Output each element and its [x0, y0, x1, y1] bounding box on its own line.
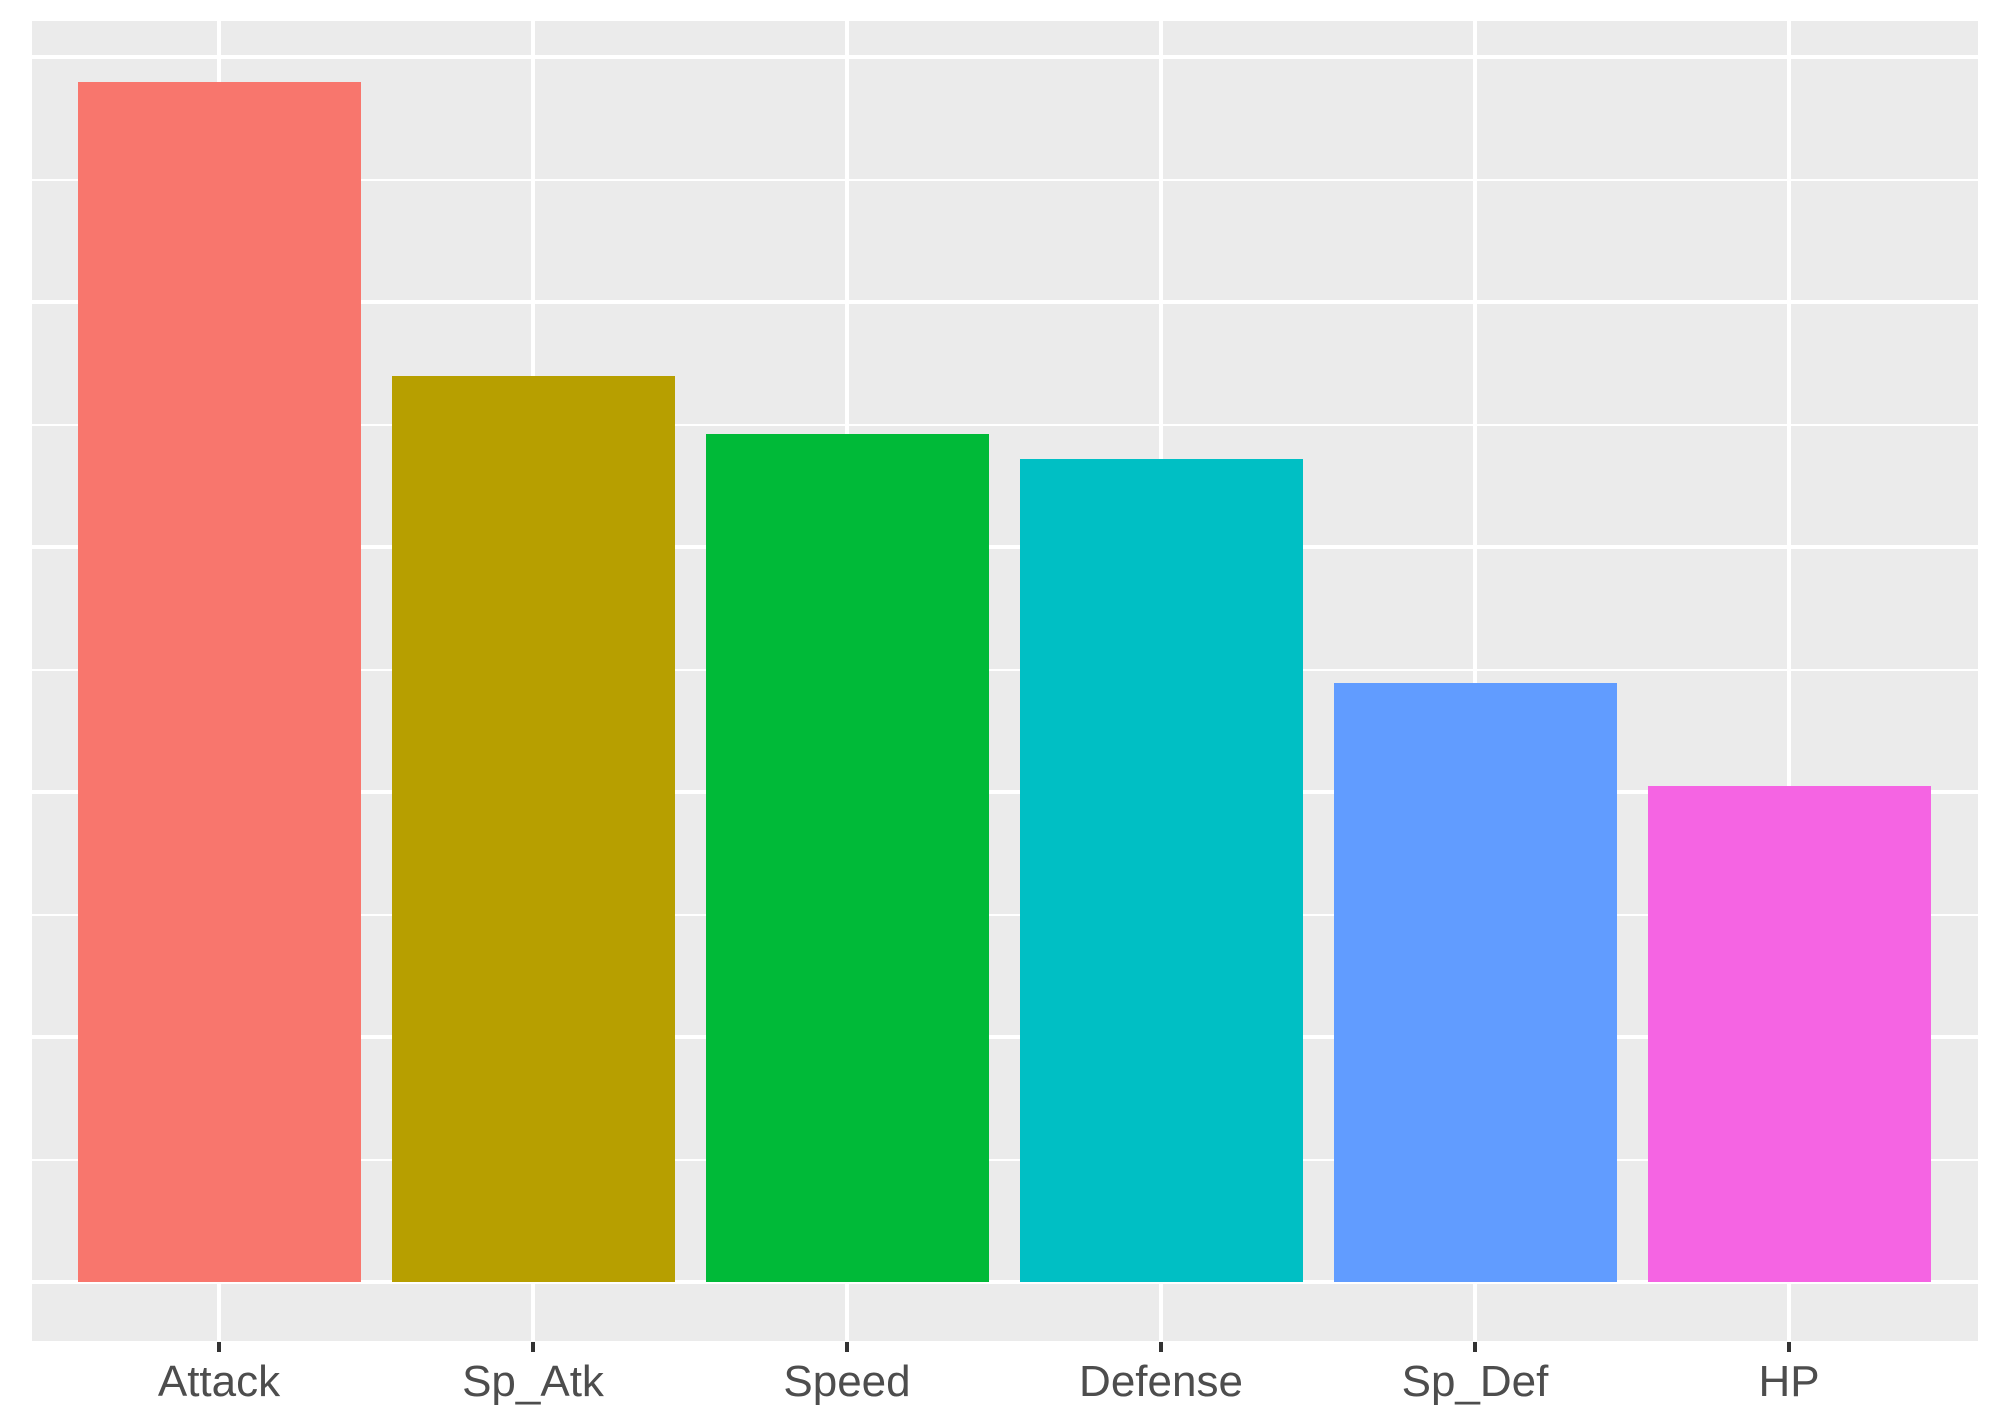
x-tick: [845, 1342, 849, 1352]
x-tick: [1159, 1342, 1163, 1352]
bar-defense: [1019, 458, 1303, 1282]
x-tick-label: Sp_Atk: [462, 1357, 604, 1406]
bar-sp-atk: [391, 375, 675, 1282]
x-tick: [217, 1342, 221, 1352]
bar-hp: [1647, 785, 1931, 1282]
minor-gridline: [32, 178, 1978, 181]
minor-gridline: [32, 423, 1978, 426]
major-gridline: [32, 1035, 1978, 1039]
x-tick: [1473, 1342, 1477, 1352]
x-tick-label: Sp_Def: [1401, 1357, 1549, 1406]
major-gridline: [32, 545, 1978, 549]
x-tick-label: Defense: [1079, 1357, 1243, 1406]
vertical-gridline: [1473, 21, 1477, 1341]
bar-attack: [77, 81, 361, 1282]
bar-sp-def: [1333, 682, 1617, 1282]
minor-gridline: [32, 668, 1978, 671]
x-tick-label: Attack: [157, 1357, 281, 1406]
bar-speed: [705, 434, 989, 1282]
x-tick: [531, 1342, 535, 1352]
major-gridline: [32, 55, 1978, 59]
major-gridline: [32, 1280, 1978, 1284]
minor-gridline: [32, 913, 1978, 916]
x-tick-label: HP: [1758, 1357, 1820, 1406]
major-gridline: [32, 300, 1978, 304]
x-tick: [1787, 1342, 1791, 1352]
minor-gridline: [32, 1158, 1978, 1161]
x-tick-label: Speed: [783, 1357, 911, 1406]
plot-panel: [32, 21, 1978, 1341]
vertical-gridline: [1787, 21, 1791, 1341]
major-gridline: [32, 790, 1978, 794]
